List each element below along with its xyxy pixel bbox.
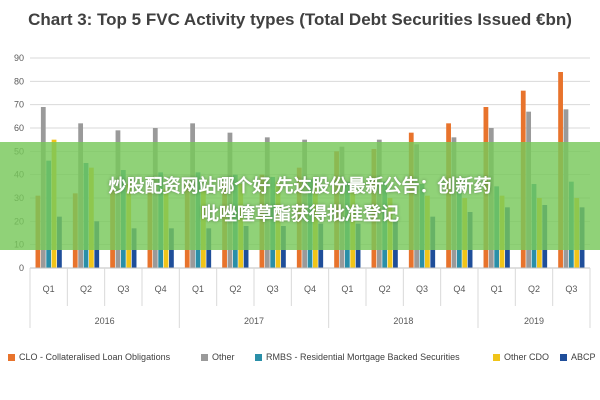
- legend-swatch: [493, 354, 500, 362]
- chart-title: Chart 3: Top 5 FVC Activity types (Total…: [28, 10, 572, 29]
- legend-label: RMBS - Residential Mortgage Backed Secur…: [266, 352, 460, 362]
- x-tick-label: Q1: [192, 284, 204, 294]
- year-label: 2019: [524, 316, 544, 326]
- legend-item: CLO - Collateralised Loan Obligations: [8, 352, 170, 362]
- overlay-text-line-2: 吡唑喹草酯获得批准登记: [201, 204, 399, 224]
- legend-swatch: [255, 354, 262, 362]
- legend-label: Other: [212, 352, 235, 362]
- legend-swatch: [201, 354, 208, 362]
- x-tick-label: Q2: [379, 284, 391, 294]
- x-tick-label: Q1: [341, 284, 353, 294]
- legend-label: Other CDO: [504, 352, 550, 362]
- x-tick-label: Q3: [565, 284, 577, 294]
- x-tick-label: Q1: [43, 284, 55, 294]
- legend-label: ABCP: [571, 352, 596, 362]
- x-tick-label: Q2: [528, 284, 540, 294]
- overlay-text-line-1: 炒股配资网站哪个好 先达股份最新公告：创新药: [108, 176, 492, 196]
- y-tick-label: 60: [14, 123, 24, 133]
- legend-item: RMBS - Residential Mortgage Backed Secur…: [255, 352, 460, 362]
- year-label: 2017: [244, 316, 264, 326]
- x-tick-label: Q4: [304, 284, 316, 294]
- x-tick-label: Q3: [267, 284, 279, 294]
- x-tick-label: Q4: [155, 284, 167, 294]
- x-tick-label: Q3: [416, 284, 428, 294]
- y-tick-label: 70: [14, 100, 24, 110]
- overlay-banner: 炒股配资网站哪个好 先达股份最新公告：创新药 吡唑喹草酯获得批准登记: [0, 142, 600, 250]
- legend-item: ABCP: [560, 352, 596, 362]
- y-tick-label: 0: [19, 263, 24, 273]
- y-tick-label: 80: [14, 76, 24, 86]
- year-label: 2016: [95, 316, 115, 326]
- x-tick-label: Q2: [229, 284, 241, 294]
- x-tick-label: Q2: [80, 284, 92, 294]
- x-tick-label: Q1: [491, 284, 503, 294]
- legend-item: Other CDO: [493, 352, 549, 362]
- legend-swatch: [560, 354, 567, 362]
- y-tick-label: 90: [14, 53, 24, 63]
- legend-swatch: [8, 354, 15, 362]
- year-label: 2018: [393, 316, 413, 326]
- legend-label: CLO - Collateralised Loan Obligations: [19, 352, 171, 362]
- legend-item: Other: [201, 352, 235, 362]
- x-tick-label: Q3: [117, 284, 129, 294]
- chart-legend: CLO - Collateralised Loan Obligations Oth…: [8, 352, 598, 372]
- x-tick-label: Q4: [453, 284, 465, 294]
